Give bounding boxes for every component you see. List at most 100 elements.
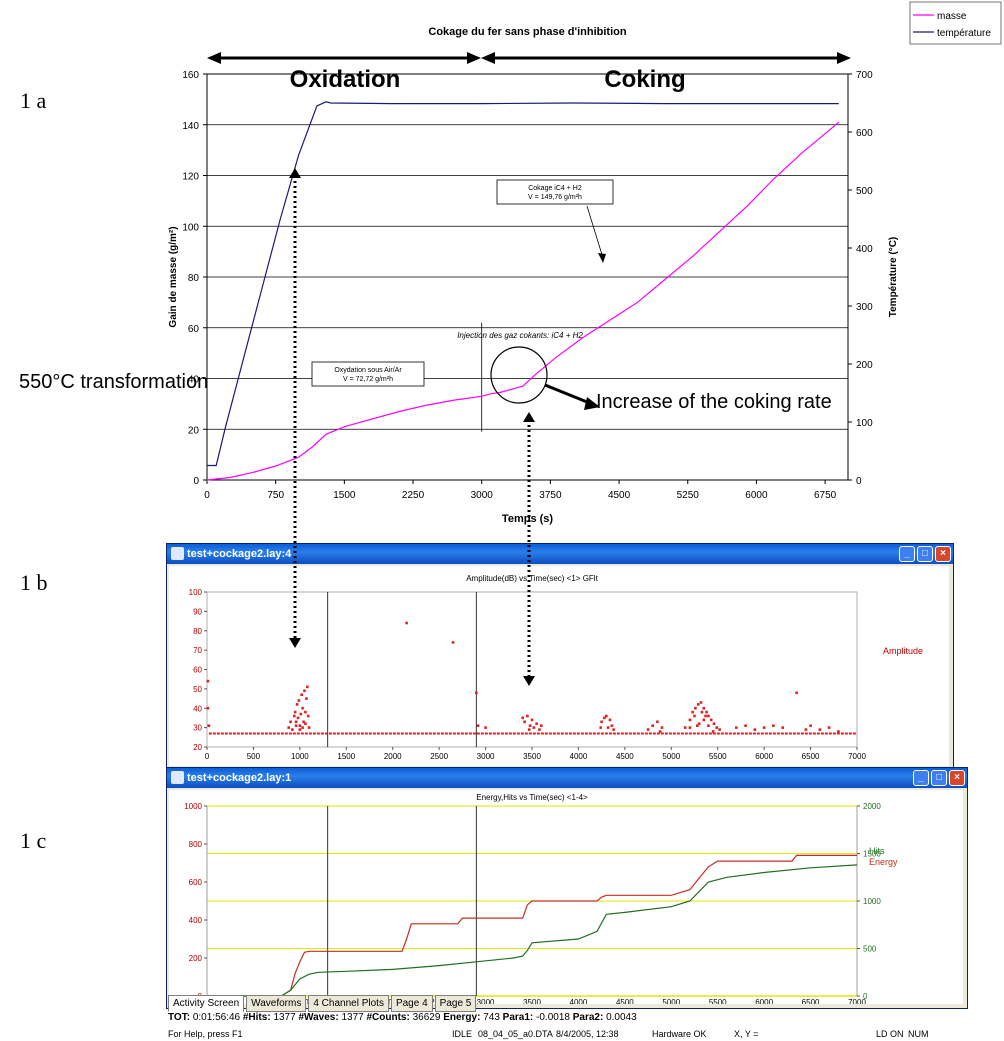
x-tick-label: 4500 — [616, 752, 634, 761]
stat-label-tot: TOT: — [168, 1012, 193, 1023]
chart-1b: Amplitude(dB) vs Time(sec) <1> GFlt 20 30 4… — [169, 566, 949, 766]
close-button[interactable]: × — [949, 770, 965, 786]
stat-label-para1: Para1: — [502, 1012, 537, 1023]
amplitude-point — [691, 710, 694, 714]
amplitude-point — [696, 703, 700, 706]
y-tick-label: 800 — [189, 840, 203, 849]
series-line-energy — [207, 854, 857, 997]
x-tick-label: 750 — [267, 490, 284, 501]
oxidation-box — [311, 361, 425, 387]
amplitude-point — [688, 718, 692, 722]
y-tick-label: 140 — [182, 121, 199, 132]
amplitude-point — [702, 718, 706, 722]
amplitude-point — [827, 726, 831, 729]
amplitude-point — [646, 728, 650, 731]
minimize-button[interactable]: _ — [913, 770, 929, 786]
arrow-head — [207, 52, 221, 64]
amplitude-point — [660, 726, 664, 729]
amplitude-point — [658, 730, 662, 733]
x-tick-label: 4500 — [608, 490, 631, 501]
y-tick-label: 60 — [193, 666, 202, 675]
x-tick-label: 2000 — [384, 752, 402, 761]
amplitude-point — [540, 724, 543, 727]
chart-title: Cokage du fer sans phase d'inhibition — [428, 26, 626, 38]
tab-page-5[interactable]: Page 5 — [434, 995, 477, 1012]
window-title: test+cockage2.lay:1 — [187, 772, 292, 784]
amplitude-point — [293, 714, 296, 718]
status-hardware: Hardware OK — [652, 1029, 707, 1039]
amplitude-point — [305, 697, 308, 700]
amplitude-point — [605, 714, 608, 718]
status-xy: X, Y = — [734, 1029, 759, 1039]
amplitude-point — [526, 714, 529, 718]
series-line-masse — [206, 121, 840, 481]
series-line-hits — [207, 864, 858, 997]
chart-title: Energy,Hits vs Time(sec) <1-4> — [476, 793, 588, 802]
y2-tick-label: 500 — [856, 186, 873, 197]
amplitude-point — [697, 722, 701, 725]
status-help: For Help, press F1 — [168, 1029, 243, 1039]
y2-tick-label: 700 — [856, 70, 873, 81]
transformation-label: 550°C transformation — [19, 371, 208, 393]
amplitude-point — [295, 703, 299, 706]
y-tick-label: 90 — [193, 607, 202, 616]
amplitude-point — [651, 724, 654, 727]
stat-value-counts: 36629 — [412, 1012, 444, 1023]
amplitude-point — [304, 722, 307, 725]
arrow-head — [467, 52, 481, 64]
minimize-button[interactable]: _ — [899, 546, 915, 562]
amplitude-point — [527, 728, 531, 731]
amplitude-point — [301, 726, 304, 729]
maximize-button[interactable]: □ — [917, 546, 933, 562]
x-tick-label: 3000 — [477, 998, 495, 1004]
window-titlebar[interactable]: test+cockage2.lay:1 _ □ × — [167, 768, 967, 788]
x-tick-label: 6000 — [745, 490, 768, 501]
window-amplitude: test+cockage2.lay:4 _ □ × Amplitude(dB) … — [166, 543, 954, 771]
amplitude-point — [296, 716, 300, 720]
plot-background — [169, 566, 949, 766]
tab-activity-screen[interactable]: Activity Screen — [168, 995, 245, 1012]
y-tick-label: 100 — [182, 222, 199, 233]
close-button[interactable]: × — [935, 546, 951, 562]
x-tick-label: 3500 — [523, 752, 541, 761]
stat-label-para2: Para2: — [572, 1012, 607, 1023]
amplitude-point — [294, 720, 298, 724]
oxidation-box-text: Oxydation sous Air/Ar — [334, 367, 402, 374]
amplitude-point — [718, 728, 721, 731]
amplitude-point — [744, 724, 747, 727]
y2-axis-label: Température (°C) — [888, 237, 899, 318]
status-idle: IDLE — [452, 1029, 473, 1039]
amplitude-point — [712, 722, 716, 725]
stat-label-hits: #Hits: — [242, 1012, 274, 1023]
y-tick-label: 80 — [193, 627, 202, 636]
amplitude-point — [693, 714, 696, 718]
stat-value-tot: 0:01:56:46 — [192, 1012, 243, 1023]
tab-page-4[interactable]: Page 4 — [390, 995, 433, 1012]
x-tick-label: 5250 — [677, 490, 700, 501]
y2-tick-label: 500 — [863, 945, 877, 954]
y-axis-label: Gain de masse (g/m²) — [168, 226, 179, 327]
y2-tick-label: 0 — [863, 992, 868, 1001]
x-tick-label: 4500 — [616, 998, 634, 1004]
tab-waveforms[interactable]: Waveforms — [246, 995, 307, 1012]
amplitude-point — [700, 710, 704, 714]
arrow-head — [481, 52, 495, 64]
stat-value-waves: 1377 — [341, 1012, 367, 1023]
y-tick-label: 200 — [189, 954, 203, 963]
amplitude-point — [612, 728, 615, 731]
tab-4-channel-plots[interactable]: 4 Channel Plots — [308, 995, 389, 1012]
maximize-button[interactable]: □ — [931, 770, 947, 786]
amplitude-point — [294, 724, 298, 727]
amplitude-point — [484, 726, 487, 729]
chart-title: Amplitude(dB) vs Time(sec) <1> GFlt — [466, 574, 598, 583]
window-titlebar[interactable]: test+cockage2.lay:4 _ □ × — [167, 544, 953, 564]
oxidation-box-text: V = 72,72 g/m²h — [343, 376, 393, 383]
y2-tick-label: 400 — [856, 244, 873, 255]
plot-background — [169, 790, 963, 1004]
amplitude-point — [304, 710, 307, 714]
amplitude-point — [707, 724, 710, 727]
stat-value-para2: 0.0043 — [606, 1012, 637, 1023]
x-tick-label: 6000 — [755, 998, 773, 1004]
amplitude-point — [704, 714, 707, 718]
x-tick-label: 6500 — [802, 752, 820, 761]
